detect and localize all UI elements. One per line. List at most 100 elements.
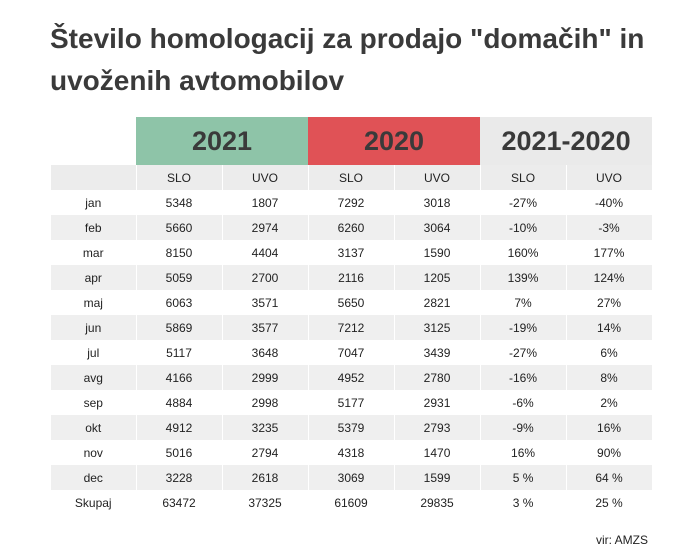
group-header-2021: 2021 bbox=[136, 117, 309, 165]
table-cell: 8150 bbox=[136, 240, 223, 265]
table-row: mar 8150 4404 3137 1590 160% 177% bbox=[51, 240, 653, 265]
row-label-cell: jun bbox=[51, 315, 137, 340]
table-cell: 7% bbox=[480, 290, 567, 315]
table-cell: 2793 bbox=[394, 415, 481, 440]
table-row: sep 4884 2998 5177 2931 -6% 2% bbox=[51, 390, 653, 415]
table-cell: 4884 bbox=[136, 390, 223, 415]
table-cell: 14% bbox=[566, 315, 653, 340]
table-cell: 139% bbox=[480, 265, 567, 290]
table-cell: 61609 bbox=[308, 490, 395, 515]
table-cell: 3064 bbox=[394, 215, 481, 240]
table-cell: 2618 bbox=[222, 465, 309, 490]
table-cell: 29835 bbox=[394, 490, 481, 515]
table-cell: 1470 bbox=[394, 440, 481, 465]
table-row: Skupaj 63472 37325 61609 29835 3 % 25 % bbox=[51, 490, 653, 515]
table-cell: 3 % bbox=[480, 490, 567, 515]
row-label-cell: sep bbox=[51, 390, 137, 415]
row-label-cell: avg bbox=[51, 365, 137, 390]
table-cell: 5660 bbox=[136, 215, 223, 240]
table-cell: 3228 bbox=[136, 465, 223, 490]
table-cell: 4404 bbox=[222, 240, 309, 265]
table-cell: -19% bbox=[480, 315, 567, 340]
table-cell: -40% bbox=[566, 190, 653, 215]
table-row: feb 5660 2974 6260 3064 -10% -3% bbox=[51, 215, 653, 240]
table-cell: 1590 bbox=[394, 240, 481, 265]
table-cell: 3137 bbox=[308, 240, 395, 265]
table-cell: 5059 bbox=[136, 265, 223, 290]
table-cell: 124% bbox=[566, 265, 653, 290]
sub-header-row: SLO UVO SLO UVO SLO UVO bbox=[51, 165, 653, 190]
table-cell: 1205 bbox=[394, 265, 481, 290]
table-cell: 5 % bbox=[480, 465, 567, 490]
sub-header: UVO bbox=[394, 165, 481, 190]
header-blank bbox=[51, 117, 136, 165]
table-cell: 4912 bbox=[136, 415, 223, 440]
row-label-cell: jan bbox=[51, 190, 137, 215]
table-cell: 2999 bbox=[222, 365, 309, 390]
table-cell: 3577 bbox=[222, 315, 309, 340]
table-cell: 5348 bbox=[136, 190, 223, 215]
table-cell: 3125 bbox=[394, 315, 481, 340]
table-cell: 3571 bbox=[222, 290, 309, 315]
row-label-cell: dec bbox=[51, 465, 137, 490]
table-cell: 3018 bbox=[394, 190, 481, 215]
table-cell: 16% bbox=[566, 415, 653, 440]
table-cell: 5650 bbox=[308, 290, 395, 315]
table-cell: 63472 bbox=[136, 490, 223, 515]
row-label-cell: okt bbox=[51, 415, 137, 440]
table-cell: 6063 bbox=[136, 290, 223, 315]
table-cell: 2794 bbox=[222, 440, 309, 465]
table-cell: 2116 bbox=[308, 265, 395, 290]
table-cell: 177% bbox=[566, 240, 653, 265]
table-cell: 64 % bbox=[566, 465, 653, 490]
table-cell: 6260 bbox=[308, 215, 395, 240]
table-cell: 2998 bbox=[222, 390, 309, 415]
table-cell: 2821 bbox=[394, 290, 481, 315]
row-label-cell: mar bbox=[51, 240, 137, 265]
table-cell: -27% bbox=[480, 340, 567, 365]
table-cell: 7292 bbox=[308, 190, 395, 215]
group-header-2020: 2020 bbox=[308, 117, 481, 165]
table-cell: 3439 bbox=[394, 340, 481, 365]
sub-header: SLO bbox=[136, 165, 223, 190]
table-cell: -27% bbox=[480, 190, 567, 215]
table-cell: 25 % bbox=[566, 490, 653, 515]
sub-header: SLO bbox=[308, 165, 395, 190]
table-cell: 4166 bbox=[136, 365, 223, 390]
table-cell: 5117 bbox=[136, 340, 223, 365]
table-cell: 2700 bbox=[222, 265, 309, 290]
table-cell: 90% bbox=[566, 440, 653, 465]
table-cell: 2974 bbox=[222, 215, 309, 240]
table-cell: 5016 bbox=[136, 440, 223, 465]
group-header-row: 2021 2020 2021-2020 bbox=[51, 117, 653, 165]
table-row: jul 5117 3648 7047 3439 -27% 6% bbox=[51, 340, 653, 365]
table-row: nov 5016 2794 4318 1470 16% 90% bbox=[51, 440, 653, 465]
table-cell: 3648 bbox=[222, 340, 309, 365]
sub-header: UVO bbox=[222, 165, 309, 190]
table-cell: 5379 bbox=[308, 415, 395, 440]
table-cell: 7212 bbox=[308, 315, 395, 340]
data-table: 2021 2020 2021-2020 SLO UVO SLO UVO SLO … bbox=[51, 117, 653, 515]
table-cell: 4318 bbox=[308, 440, 395, 465]
table-row: maj 6063 3571 5650 2821 7% 27% bbox=[51, 290, 653, 315]
table-cell: -9% bbox=[480, 415, 567, 440]
source-note: vir: AMZS bbox=[595, 533, 648, 547]
table-row: dec 3228 2618 3069 1599 5 % 64 % bbox=[51, 465, 653, 490]
sub-header-month bbox=[51, 165, 137, 190]
table-cell: 1807 bbox=[222, 190, 309, 215]
row-label-cell: maj bbox=[51, 290, 137, 315]
table-cell: 2931 bbox=[394, 390, 481, 415]
table-cell: 2780 bbox=[394, 365, 481, 390]
row-label-cell: nov bbox=[51, 440, 137, 465]
page-title: Število homologacij za prodajo "domačih"… bbox=[50, 23, 645, 96]
table-cell: 37325 bbox=[222, 490, 309, 515]
row-label-cell: feb bbox=[51, 215, 137, 240]
table-cell: 5869 bbox=[136, 315, 223, 340]
table-row: avg 4166 2999 4952 2780 -16% 8% bbox=[51, 365, 653, 390]
table-cell: -10% bbox=[480, 215, 567, 240]
group-header-diff: 2021-2020 bbox=[480, 117, 653, 165]
table-row: apr 5059 2700 2116 1205 139% 124% bbox=[51, 265, 653, 290]
table-cell: 1599 bbox=[394, 465, 481, 490]
table-cell: 27% bbox=[566, 290, 653, 315]
row-label-cell: Skupaj bbox=[51, 490, 137, 515]
